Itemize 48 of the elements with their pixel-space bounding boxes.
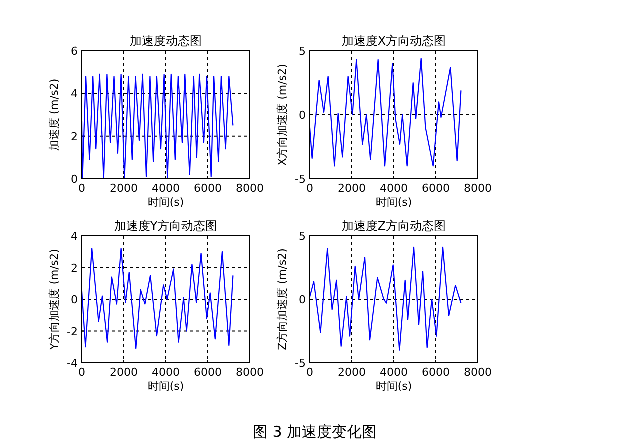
x-axis-title: 时间(s) bbox=[148, 196, 184, 209]
line-series bbox=[81, 248, 234, 350]
y-tick-label: -5 bbox=[295, 173, 306, 186]
x-tick-label: 2000 bbox=[338, 182, 366, 195]
y-tick-label: 0 bbox=[299, 294, 306, 306]
y-tick-label: 0 bbox=[71, 294, 78, 306]
y-tick-label: -5 bbox=[295, 357, 306, 370]
x-tick-label: 2000 bbox=[110, 182, 138, 195]
x-tick-label: 4000 bbox=[380, 366, 408, 379]
line-series bbox=[309, 58, 462, 167]
line-series bbox=[309, 246, 462, 351]
y-tick-label: 2 bbox=[71, 262, 78, 275]
y-axis-title: 加速度 (m/s2) bbox=[48, 78, 61, 152]
y-axis-title: Y方向加速度 (m/s2) bbox=[48, 249, 61, 351]
x-tick-label: 2000 bbox=[110, 366, 138, 379]
y-tick-label: 0 bbox=[299, 109, 306, 122]
x-tick-label: 6000 bbox=[194, 182, 222, 195]
y-tick-label: 4 bbox=[71, 88, 78, 101]
y-tick-label: 2 bbox=[71, 130, 78, 144]
x-tick-label: 4000 bbox=[380, 182, 408, 195]
x-tick-label: 8000 bbox=[464, 182, 492, 195]
y-tick-label: 5 bbox=[299, 230, 306, 243]
chart-title: 加速度动态图 bbox=[130, 34, 202, 48]
caption: 图 3 加速度变化图 bbox=[252, 423, 378, 441]
y-tick-label: -4 bbox=[67, 357, 78, 370]
y-tick-label: 0 bbox=[71, 173, 78, 186]
y-tick-label: 4 bbox=[71, 230, 78, 243]
y-axis-title: Z方向加速度 (m/s2) bbox=[276, 248, 289, 350]
chart-title: 加速度Y方向动态图 bbox=[114, 219, 218, 233]
y-tick-label: 5 bbox=[299, 45, 306, 58]
x-tick-label: 6000 bbox=[194, 366, 222, 379]
x-tick-label: 6000 bbox=[422, 366, 450, 379]
line-series bbox=[81, 74, 234, 180]
y-axis-title: X方向加速度 (m/s2) bbox=[276, 64, 289, 166]
x-tick-label: 4000 bbox=[152, 182, 180, 195]
x-axis-title: 时间(s) bbox=[376, 196, 412, 209]
x-tick-label: 8000 bbox=[464, 366, 492, 379]
x-axis-title: 时间(s) bbox=[148, 380, 184, 393]
chart-title: 加速度X方向动态图 bbox=[342, 34, 446, 48]
x-tick-label: 8000 bbox=[236, 366, 264, 379]
y-tick-label: 6 bbox=[71, 45, 78, 58]
x-tick-label: 2000 bbox=[338, 366, 366, 379]
x-tick-label: 4000 bbox=[152, 366, 180, 379]
x-tick-label: 6000 bbox=[422, 182, 450, 195]
x-tick-label: 8000 bbox=[236, 182, 264, 195]
x-axis-title: 时间(s) bbox=[376, 380, 412, 393]
chart-title: 加速度Z方向动态图 bbox=[342, 219, 446, 233]
y-tick-label: -2 bbox=[67, 325, 78, 338]
